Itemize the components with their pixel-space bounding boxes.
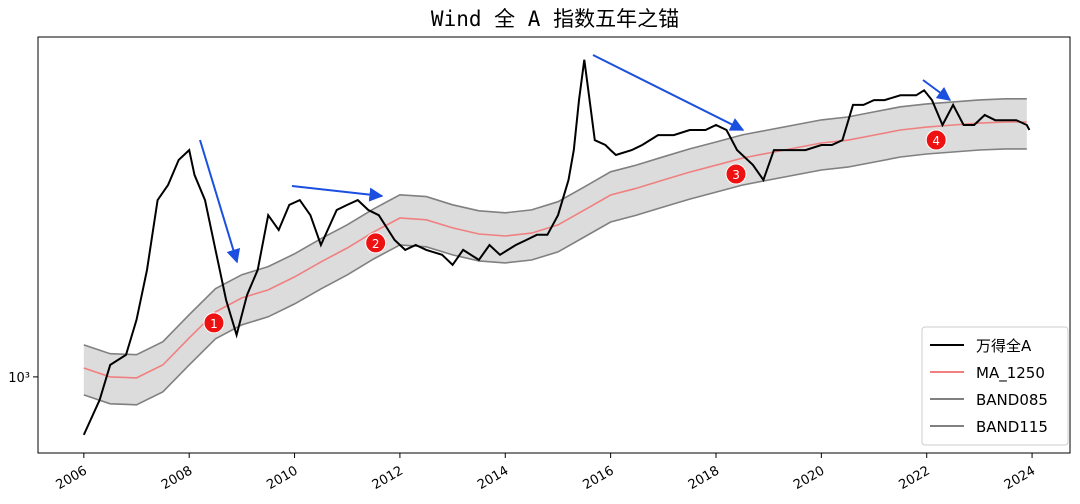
x-tick-label: 2022 bbox=[897, 463, 933, 493]
x-tick-label: 2016 bbox=[580, 463, 616, 493]
arrow bbox=[199, 139, 241, 264]
annotation-marker bbox=[365, 232, 387, 254]
legend-label: BAND115 bbox=[976, 418, 1048, 436]
series-line bbox=[83, 148, 1027, 406]
series-line bbox=[83, 121, 1027, 379]
x-tick-label: 2008 bbox=[159, 463, 195, 493]
arrow bbox=[592, 54, 745, 131]
x-tick-label: 2020 bbox=[791, 463, 827, 493]
annotation-label: 2 bbox=[372, 237, 380, 251]
band-fill bbox=[83, 98, 1027, 405]
x-tick-label: 2012 bbox=[370, 463, 406, 493]
plot-frame bbox=[37, 36, 1071, 454]
x-tick-label: 2006 bbox=[54, 463, 90, 493]
legend-label: MA_1250 bbox=[976, 364, 1045, 383]
legend-box bbox=[921, 326, 1069, 446]
legend-label: 万得全A bbox=[976, 337, 1032, 355]
annotation-marker bbox=[725, 163, 747, 185]
annotation-label: 1 bbox=[210, 317, 218, 331]
annotation-marker bbox=[925, 129, 947, 151]
series-line bbox=[83, 98, 1027, 356]
annotation-label: 3 bbox=[732, 168, 740, 182]
annotation-label: 4 bbox=[932, 134, 940, 148]
x-tick-label: 2014 bbox=[475, 463, 511, 493]
y-tick-label: 10³ bbox=[8, 371, 30, 386]
annotation-marker bbox=[203, 312, 225, 334]
arrows bbox=[199, 54, 952, 264]
x-tick-label: 2018 bbox=[686, 463, 722, 493]
chart-title: Wind 全 A 指数五年之锚 bbox=[431, 7, 679, 31]
plot-area bbox=[82, 59, 1031, 436]
arrow bbox=[922, 79, 952, 101]
arrow bbox=[291, 185, 384, 202]
series-line bbox=[82, 59, 1031, 436]
x-tick-label: 2010 bbox=[264, 463, 300, 493]
x-tick-label: 2024 bbox=[1002, 463, 1038, 493]
legend-label: BAND085 bbox=[976, 391, 1048, 409]
